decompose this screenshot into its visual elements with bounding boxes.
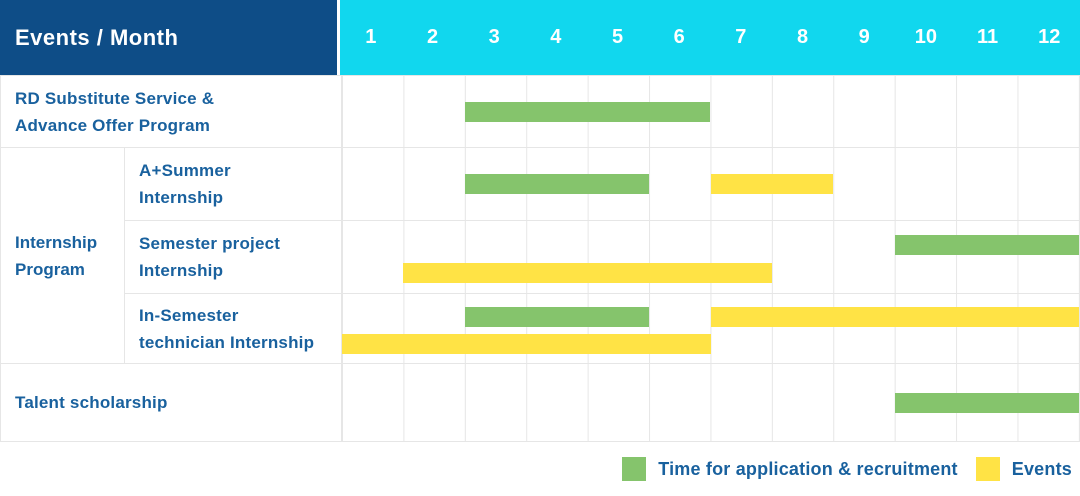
legend-label-events: Events	[1011, 458, 1072, 479]
gantt-row-rd-substitute: RD Substitute Service & Advance Offer Pr…	[1, 76, 1079, 148]
events-month-header-label: Events / Month	[15, 24, 179, 50]
row-label-rd-substitute: RD Substitute Service & Advance Offer Pr…	[1, 76, 341, 147]
month-label-7: 7	[735, 26, 747, 48]
gantt-bar-events	[403, 262, 772, 283]
month-label-10: 10	[914, 26, 937, 48]
row-label-in-semester-technician: In-Semester technician Internship	[125, 294, 341, 363]
month-label-3: 3	[488, 26, 500, 48]
row-label-line: Internship	[139, 261, 224, 280]
gantt-bar-application	[894, 234, 1079, 255]
legend: Time for application & recruitment Event…	[0, 442, 1080, 496]
gantt-row-in-semester-technician: In-Semester technician Internship	[125, 294, 1079, 363]
month-label-11: 11	[976, 26, 999, 48]
month-label-8: 8	[796, 26, 809, 48]
row-label-line: Talent scholarship	[15, 393, 168, 412]
events-color-swatch	[975, 457, 1000, 481]
row-label-line: technician Internship	[139, 332, 315, 352]
legend-item-events: Events	[975, 457, 1072, 481]
bar-area-in-semester-technician	[341, 294, 1079, 363]
row-label-line: RD Substitute Service &	[15, 88, 215, 108]
month-label-9: 9	[858, 26, 870, 48]
row-label-line: Advance Offer Program	[15, 115, 211, 135]
group-label-line: Internship	[15, 232, 98, 252]
month-label-6: 6	[673, 26, 685, 48]
legend-item-application: Time for application & recruitment	[622, 457, 958, 481]
row-label-talent-scholarship: Talent scholarship	[1, 364, 341, 441]
row-label-line: Semester project	[139, 234, 281, 253]
group-label-internship-program: Internship Program	[1, 148, 125, 363]
row-label-semester-project: Semester project Internship	[125, 221, 341, 293]
gantt-bar-application	[464, 101, 711, 122]
month-label-4: 4	[550, 26, 562, 48]
row-label-line: In-Semester	[139, 305, 239, 325]
internship-program-group: Internship Program A+Summer Internship S…	[1, 148, 1079, 364]
events-month-header-cell: Events / Month	[0, 0, 340, 75]
gantt-bar-events	[710, 174, 834, 194]
group-label-line: Program	[15, 259, 85, 279]
gantt-row-semester-project: Semester project Internship	[125, 221, 1079, 294]
internship-program-rows: A+Summer Internship Semester project Int…	[125, 148, 1079, 363]
gantt-bar-events	[710, 306, 1079, 327]
month-label-5: 5	[611, 26, 624, 48]
gantt-bar-application	[464, 306, 650, 327]
row-label-line: A+Summer	[139, 161, 231, 180]
application-color-swatch	[622, 457, 647, 481]
month-label-2: 2	[426, 26, 439, 48]
table-header-row: Events / Month 1 2 3 4 5 6 7 8 9 10 11 1…	[0, 0, 1080, 75]
bar-area-semester-project	[341, 221, 1079, 293]
legend-label-application: Time for application & recruitment	[658, 458, 958, 479]
month-label-12: 12	[1038, 26, 1061, 48]
bar-area-talent-scholarship	[341, 364, 1079, 441]
gantt-table-body: RD Substitute Service & Advance Offer Pr…	[0, 75, 1080, 442]
month-label-1: 1	[365, 26, 377, 48]
gantt-row-a-plus-summer: A+Summer Internship	[125, 148, 1079, 221]
row-label-line: Internship	[139, 188, 224, 207]
row-label-a-plus-summer: A+Summer Internship	[125, 148, 341, 220]
gantt-row-talent-scholarship: Talent scholarship	[1, 364, 1079, 442]
months-header: 1 2 3 4 5 6 7 8 9 10 11 12	[340, 0, 1080, 75]
gantt-bar-application	[894, 392, 1079, 413]
bar-area-a-plus-summer	[341, 148, 1079, 220]
bar-area-rd-substitute	[341, 76, 1079, 147]
gantt-bar-application	[464, 174, 650, 194]
gantt-bar-events	[342, 333, 711, 354]
